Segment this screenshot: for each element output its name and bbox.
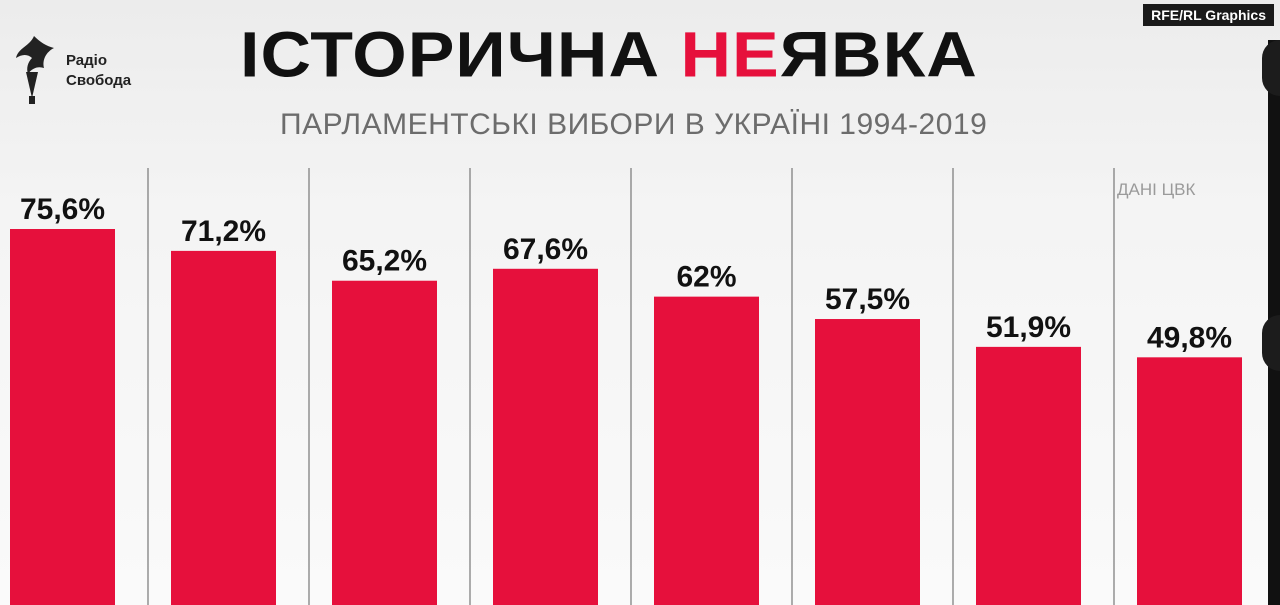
bar-2 — [171, 250, 276, 605]
bar-value-label: 57,5% — [825, 283, 910, 316]
bar-4 — [493, 268, 598, 605]
bar-value-label: 67,6% — [503, 233, 588, 266]
side-knob-top — [1262, 40, 1280, 96]
bar-value-label: 75,6% — [20, 193, 105, 226]
source-note: ДАНІ ЦВК — [1117, 180, 1196, 199]
radio-svoboda-logo: Радіо Свобода — [8, 28, 148, 108]
bar-5 — [654, 296, 759, 605]
bar-7 — [976, 346, 1081, 605]
title-part-rest: ЯВКА — [779, 18, 978, 91]
bar-value-label: 65,2% — [342, 245, 427, 278]
bar-1 — [10, 229, 115, 605]
bar-6 — [815, 319, 920, 605]
brand-tag: RFE/RL Graphics — [1143, 4, 1274, 26]
logo-line-2: Свобода — [66, 72, 132, 89]
bar-value-label: 71,2% — [181, 215, 266, 248]
title-part-highlight: НЕ — [680, 18, 780, 91]
bar-3 — [332, 280, 437, 605]
bar-value-label: 49,8% — [1147, 321, 1232, 354]
bar-value-label: 62% — [676, 261, 736, 294]
chart-subtitle: ПАРЛАМЕНТСЬКІ ВИБОРИ В УКРАЇНІ 1994-2019 — [280, 108, 988, 141]
title-part-main: ІСТОРИЧНА — [240, 18, 681, 91]
torch-icon — [16, 36, 54, 104]
logo-line-1: Радіо — [66, 52, 108, 69]
side-knob-middle — [1262, 315, 1280, 371]
bar-value-label: 51,9% — [986, 311, 1071, 344]
chart-title: ІСТОРИЧНА НЕЯВКА — [240, 16, 978, 93]
bar-8 — [1137, 357, 1242, 605]
